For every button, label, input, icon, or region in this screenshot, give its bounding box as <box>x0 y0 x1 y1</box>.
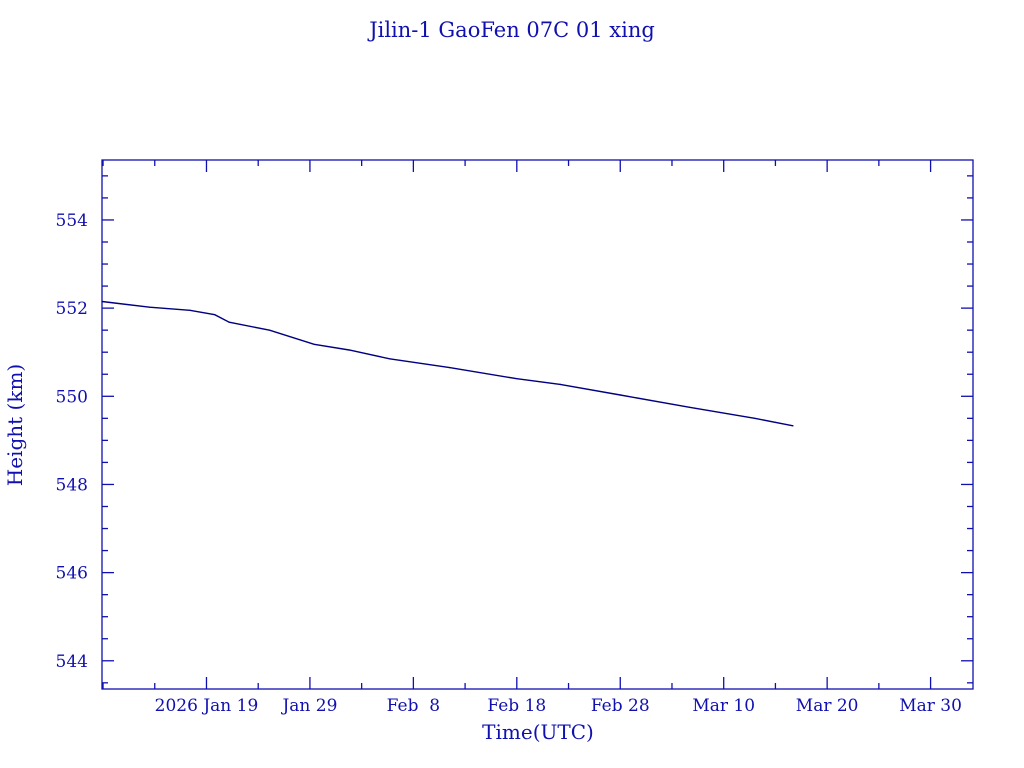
data-point <box>754 417 756 419</box>
y-tick-label: 552 <box>56 299 88 319</box>
y-tick-label: 544 <box>56 652 88 672</box>
y-tick-label: 548 <box>56 475 88 495</box>
data-point <box>228 321 230 323</box>
x-axis-label: Time(UTC) <box>482 720 594 744</box>
x-tick-label: Feb 18 <box>487 696 546 716</box>
plot-frame <box>101 159 974 690</box>
data-point <box>268 329 271 331</box>
x-tick-label: Feb 28 <box>591 696 650 716</box>
x-tick-label: Feb 8 <box>387 696 440 716</box>
y-axis-label: Height (km) <box>3 364 27 486</box>
data-point <box>148 306 151 308</box>
data-point <box>348 349 350 351</box>
series-line-height <box>101 300 794 427</box>
data-point <box>516 378 518 380</box>
x-tick-label: Mar 20 <box>796 696 859 716</box>
y-tick-label: 546 <box>56 564 88 584</box>
data-point <box>101 300 103 303</box>
data-point <box>559 383 561 385</box>
x-tick-label: Mar 10 <box>692 696 755 716</box>
data-point <box>313 343 315 345</box>
data-point <box>619 394 621 396</box>
data-point <box>688 406 691 408</box>
x-tick-label: Jan 29 <box>280 696 337 716</box>
y-tick-label: 550 <box>56 387 88 407</box>
y-tick-label: 554 <box>56 211 88 231</box>
data-point <box>214 314 216 316</box>
x-tick-label: Mar 30 <box>899 696 962 716</box>
data-point <box>189 309 191 311</box>
x-tick-label: 2026 Jan 19 <box>155 696 259 716</box>
data-point <box>448 367 451 369</box>
data-point <box>388 358 391 360</box>
data-point <box>792 425 794 427</box>
chart-title: Jilin-1 GaoFen 07C 01 xing <box>367 18 655 42</box>
